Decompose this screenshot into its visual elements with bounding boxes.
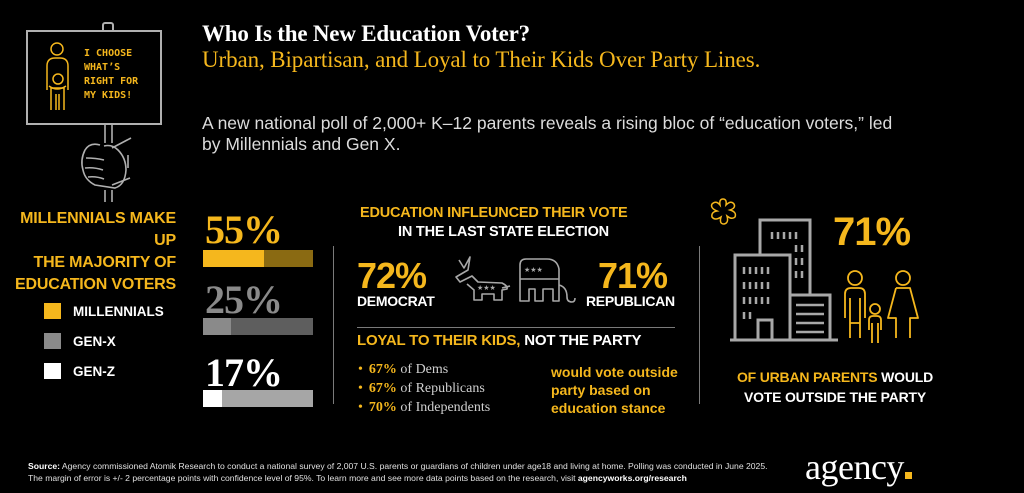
republican-percent: 71% xyxy=(598,255,668,296)
republican-label: REPUBLICAN xyxy=(586,293,675,309)
loyal-heading: LOYAL TO THEIR KIDS, NOT THE PARTY xyxy=(357,332,642,349)
millennials-percent: 55% xyxy=(205,207,283,252)
legend-item-millennials: MILLENNIALS xyxy=(44,303,164,319)
parent-child-icon xyxy=(46,42,69,110)
page-title: Who Is the New Education Voter? xyxy=(202,21,530,46)
bullet-icon: • xyxy=(358,362,363,377)
loyal-list-item: • 67% of Republicans xyxy=(358,381,485,397)
gen-z-bar xyxy=(203,390,313,407)
agency-logo: agency xyxy=(805,447,912,487)
bar-fill xyxy=(203,250,264,267)
loyal-note: would vote outside party based on educat… xyxy=(551,364,678,416)
bullet-icon: • xyxy=(358,400,363,415)
sign-text-1: I CHOOSE xyxy=(84,48,132,59)
generations-heading: MILLENNIALS MAKE UP THE MAJORITY OF EDUC… xyxy=(0,208,176,296)
logo-dot xyxy=(904,472,912,479)
donkey-icon: ★★★ xyxy=(455,256,511,301)
bar-rest xyxy=(263,250,313,267)
bar-rest xyxy=(230,318,313,335)
margin-text: The margin of error is +/- 2 percentage … xyxy=(28,473,578,483)
loyal-list-item: • 70% of Independents xyxy=(358,400,490,416)
section-divider xyxy=(333,246,334,404)
legend-swatch xyxy=(44,303,61,319)
urban-caption: OF URBAN PARENTS WOULD VOTE OUTSIDE THE … xyxy=(720,367,950,407)
urban-caption-rest: WOULD xyxy=(877,369,933,385)
loyal-item-pct: 67% xyxy=(368,362,397,377)
logo-text: agency xyxy=(805,447,904,487)
urban-caption-line2: VOTE OUTSIDE THE PARTY xyxy=(743,389,927,405)
loyal-heading-rest: NOT THE PARTY xyxy=(520,332,642,349)
generations-heading-line: MILLENNIALS MAKE UP xyxy=(20,210,176,249)
bar-fill xyxy=(203,318,231,335)
election-heading-line1: EDUCATION INFLEUNCED THEIR VOTE xyxy=(360,205,628,221)
intro-text: A new national poll of 2,000+ K–12 paren… xyxy=(202,113,893,154)
democrat-percent: 72% xyxy=(357,255,427,296)
loyal-item-text: of Republicans xyxy=(396,381,485,396)
legend-swatch xyxy=(44,363,61,379)
sign-text-4: MY KIDS! xyxy=(84,90,132,101)
city-buildings-icon xyxy=(730,218,838,342)
source-text: Agency commissioned Atomik Research to c… xyxy=(60,461,768,471)
gen-x-percent: 25% xyxy=(205,277,283,322)
urban-caption-accent: OF URBAN PARENTS xyxy=(736,369,878,385)
sign-text-2: WHAT’S xyxy=(84,62,120,73)
page-subtitle: Urban, Bipartisan, and Loyal to Their Ki… xyxy=(202,47,761,72)
section-divider xyxy=(699,246,700,404)
generations-heading-line: THE MAJORITY OF xyxy=(33,254,177,271)
source-label: Source: xyxy=(28,461,60,471)
elephant-icon: ★★★ xyxy=(519,258,576,303)
legend-item-gen-x: GEN-X xyxy=(44,333,116,349)
sparkle-icon xyxy=(710,198,737,225)
research-link[interactable]: agencyworks.org/research xyxy=(577,473,687,483)
legend-swatch xyxy=(44,333,61,349)
bar-fill xyxy=(203,390,222,407)
loyal-item-text: of Independents xyxy=(396,400,491,415)
hand-icon xyxy=(81,124,132,202)
source-note: Source: Agency commissioned Atomik Resea… xyxy=(28,460,788,484)
legend-item-gen-z: GEN-Z xyxy=(44,363,115,379)
democrat-label: DEMOCRAT xyxy=(357,293,435,309)
family-icon xyxy=(844,270,919,343)
loyal-list-item: • 67% of Dems xyxy=(358,362,448,378)
bar-rest xyxy=(221,390,313,407)
gen-x-bar xyxy=(203,318,313,335)
protest-sign-illustration: I CHOOSE WHAT’S RIGHT FOR MY KIDS! xyxy=(26,22,162,202)
sign-text-3: RIGHT FOR xyxy=(84,76,139,87)
bullet-icon: • xyxy=(358,381,363,396)
urban-percent: 71% xyxy=(833,210,911,254)
election-heading-line2: IN THE LAST STATE ELECTION xyxy=(398,224,609,240)
legend-label: GEN-X xyxy=(73,333,116,349)
svg-text:★★★: ★★★ xyxy=(524,266,543,274)
loyal-item-text: of Dems xyxy=(396,362,449,377)
loyal-item-pct: 67% xyxy=(368,381,397,396)
legend-label: GEN-Z xyxy=(73,363,115,379)
loyal-heading-accent: LOYAL TO THEIR KIDS, xyxy=(357,332,521,349)
loyal-item-pct: 70% xyxy=(368,400,397,415)
svg-text:★★★: ★★★ xyxy=(477,284,496,292)
millennials-bar xyxy=(203,250,313,267)
horizontal-divider xyxy=(357,327,675,328)
gen-z-percent: 17% xyxy=(205,350,283,395)
generations-heading-line: EDUCATION VOTERS xyxy=(15,276,176,293)
legend-label: MILLENNIALS xyxy=(73,303,164,319)
